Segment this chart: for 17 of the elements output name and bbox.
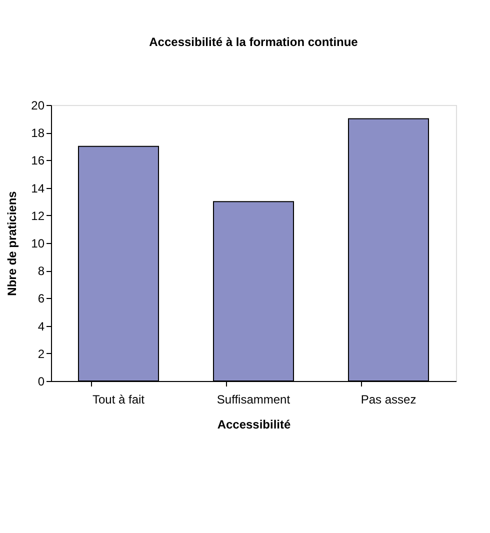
y-tick-label: 4	[38, 319, 45, 334]
y-tick-label: 20	[31, 98, 45, 112]
y-tick-label: 14	[31, 181, 45, 196]
y-tick-label: 2	[38, 346, 45, 361]
y-tick-label: 10	[31, 236, 45, 250]
y-tick-label: 12	[31, 208, 45, 223]
y-tick-label: 6	[38, 292, 45, 306]
x-tick-label: Pas assez	[360, 392, 416, 406]
x-tick-label: Suffisamment	[216, 392, 291, 406]
y-tick-label: 16	[31, 154, 45, 168]
y-tick-label: 0	[38, 374, 45, 388]
y-axis-title: Nbre de praticiens	[5, 190, 20, 296]
x-axis-title: Accessibilité	[217, 418, 292, 432]
chart-title: Accessibilité à la formation continue	[149, 35, 358, 49]
x-tick-label: Tout à fait	[92, 392, 146, 406]
y-tick-label: 18	[31, 126, 45, 140]
y-tick-label: 8	[38, 264, 45, 278]
